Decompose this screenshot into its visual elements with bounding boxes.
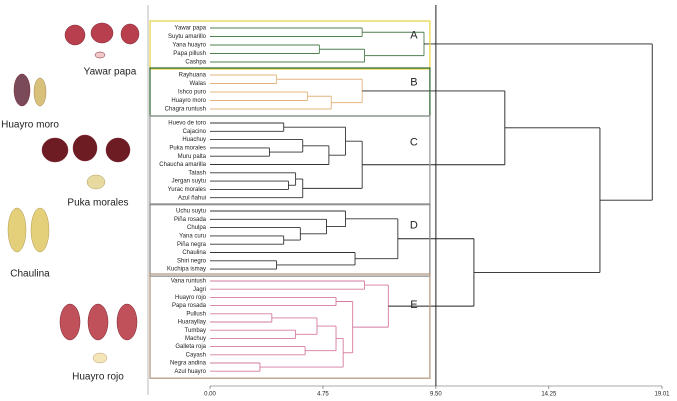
leaf-label: Muru palta [178,154,207,160]
photo-label: Huayro moro [1,120,59,131]
leaf-label: Vana runtush [171,279,206,285]
x-tick-label: 19.01 [654,392,670,398]
potato [64,24,86,46]
potato [105,137,131,163]
cluster-box [149,115,431,206]
leaf-label: Huayro moro [171,98,206,104]
leaf-label: Walas [190,81,206,87]
leaf-label: Ishco puro [178,90,207,96]
leaf-label: Pullush [186,311,206,317]
potato [90,22,114,44]
leaf-label: Rayhuana [179,73,207,79]
leaf-label: Uchu suytu [176,209,206,215]
leaf-label: Tatash [188,170,206,176]
leaf-label: Papa pillush [173,51,206,57]
leaf-label: Shiri negro [177,258,207,264]
leaf-label: Huayro rojo [175,295,207,301]
leaf-label: Piña rosada [174,217,207,223]
leaf-label: Papa rosada [172,303,207,309]
leaf-label: Puka morales [169,145,206,151]
photo-label: Chaulina [10,269,50,280]
leaf-label: Chagra runtush [165,107,206,113]
leaf-label: Huevo de toro [168,121,206,127]
leaf-label: Suytu amarillo [168,34,207,40]
cluster-label: C [410,137,418,149]
potato-slice [92,352,108,364]
photo-label: Huayro rojo [72,372,124,383]
photo-label: Yawar papa [84,67,137,78]
potato [120,23,140,45]
leaf-label: Yana huayro [172,43,206,49]
potato [41,137,69,163]
leaf-label: Yawar papa [174,26,206,32]
leaf-label: Jergan suytu [172,179,206,185]
leaf-label: Cajacino [183,129,207,135]
potato [33,77,47,107]
cluster-box [149,20,431,70]
potato [59,303,81,341]
cluster-label: A [410,29,418,41]
leaf-label: Chaucha amarilla [159,162,206,168]
leaf-label: Galleta roja [175,344,206,350]
leaf-label: Chulpa [187,225,207,231]
x-tick-label: 9.50 [430,392,442,398]
leaf-label: Machuy [185,336,206,342]
leaf-label: Yana curu [179,233,206,239]
leaf-label: Azul ñahui [178,195,206,201]
potato-photos [7,22,140,364]
x-tick-label: 4.75 [317,392,329,398]
leaf-label: Huarayllay [178,320,206,326]
potato [13,73,31,107]
photo-label: Puka morales [67,198,128,209]
potato [7,207,27,253]
x-tick-label: 14.25 [541,392,557,398]
potato [30,207,50,253]
leaf-label: Jagri [193,287,206,293]
leaf-label: Azul huayro [174,369,206,375]
cluster-box [149,273,431,379]
cluster-box [149,203,431,277]
x-tick-label: 0.00 [204,392,216,398]
potato [87,303,109,341]
leaf-label: Yurac morales [168,187,206,193]
leaf-label: Cashpa [185,60,206,66]
leaf-label: Piña negra [177,242,207,248]
leaf-label: Huachuy [182,137,206,143]
potato [72,134,98,162]
leaf-label: Negra andina [170,361,207,367]
leaf-label: Cayash [186,352,206,358]
leaf-label: Kuchipa ismay [167,267,206,273]
leaf-label: Chaulina [182,250,206,256]
leaf-label: Tumbay [185,328,206,334]
potato [116,303,138,341]
cluster-label: D [410,220,418,232]
cluster-label: B [410,76,417,88]
potato-slice [94,51,106,59]
potato-slice [86,174,106,190]
cluster-label: E [410,299,417,311]
